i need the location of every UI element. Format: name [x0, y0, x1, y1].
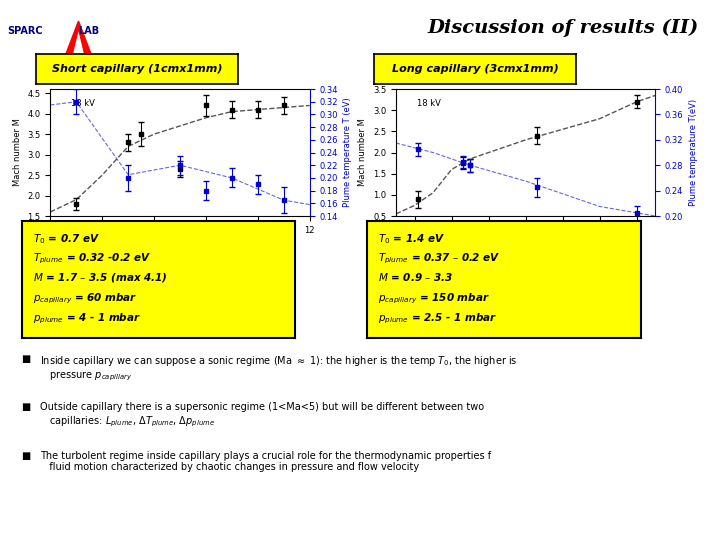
Text: $p_{capillary}$ = 60 mbar: $p_{capillary}$ = 60 mbar	[32, 292, 138, 306]
Text: LAB: LAB	[78, 26, 99, 36]
Polygon shape	[66, 21, 91, 55]
Text: Short capillary (1cmx1mm): Short capillary (1cmx1mm)	[52, 64, 222, 74]
Text: $p_{plume}$ = 4 - 1 mbar: $p_{plume}$ = 4 - 1 mbar	[32, 312, 140, 326]
Text: 18 kV: 18 kV	[417, 99, 441, 108]
Text: $T_{plume}$ = 0.32 -0.2 eV: $T_{plume}$ = 0.32 -0.2 eV	[32, 251, 150, 266]
Text: ■: ■	[22, 451, 31, 461]
Text: $M$ = 1.7 – 3.5 (max 4.1): $M$ = 1.7 – 3.5 (max 4.1)	[32, 271, 167, 284]
Text: Outside capillary there is a supersonic regime (1<Ma<5) but will be different be: Outside capillary there is a supersonic …	[40, 402, 484, 429]
Text: $T_0$ = 1.4 eV: $T_0$ = 1.4 eV	[378, 232, 445, 246]
Text: SPARC: SPARC	[7, 26, 42, 36]
X-axis label: Distance from orifice z (mm): Distance from orifice z (mm)	[465, 240, 586, 249]
Y-axis label: Plume temperature T (eV): Plume temperature T (eV)	[343, 98, 352, 207]
Y-axis label: Mach number M: Mach number M	[13, 119, 22, 186]
Text: Long capillary (3cmx1mm): Long capillary (3cmx1mm)	[392, 64, 559, 74]
Text: $p_{plume}$ = 2.5 - 1 mbar: $p_{plume}$ = 2.5 - 1 mbar	[378, 312, 498, 326]
X-axis label: Distance from orifice z (mm): Distance from orifice z (mm)	[120, 240, 240, 249]
Text: Inside capillary we can suppose a sonic regime (Ma $\approx$ 1): the higher is t: Inside capillary we can suppose a sonic …	[40, 354, 517, 383]
Y-axis label: Mach number M: Mach number M	[359, 119, 367, 186]
Text: $T_0$ = 0.7 eV: $T_0$ = 0.7 eV	[32, 232, 99, 246]
Text: $M$ = 0.9 – 3.3: $M$ = 0.9 – 3.3	[378, 271, 454, 283]
Text: 18 kV: 18 kV	[71, 99, 95, 108]
Text: $T_{plume}$ = 0.37 – 0.2 eV: $T_{plume}$ = 0.37 – 0.2 eV	[378, 251, 500, 266]
Y-axis label: Plume temperature T(eV): Plume temperature T(eV)	[689, 99, 698, 206]
Text: Discussion of results (II): Discussion of results (II)	[427, 19, 698, 37]
Text: ■: ■	[22, 354, 31, 364]
Text: The turbolent regime inside capillary plays a crucial role for the thermodynamic: The turbolent regime inside capillary pl…	[40, 451, 491, 472]
Text: $p_{capillary}$ = 150 mbar: $p_{capillary}$ = 150 mbar	[378, 292, 490, 306]
Text: ■: ■	[22, 402, 31, 413]
